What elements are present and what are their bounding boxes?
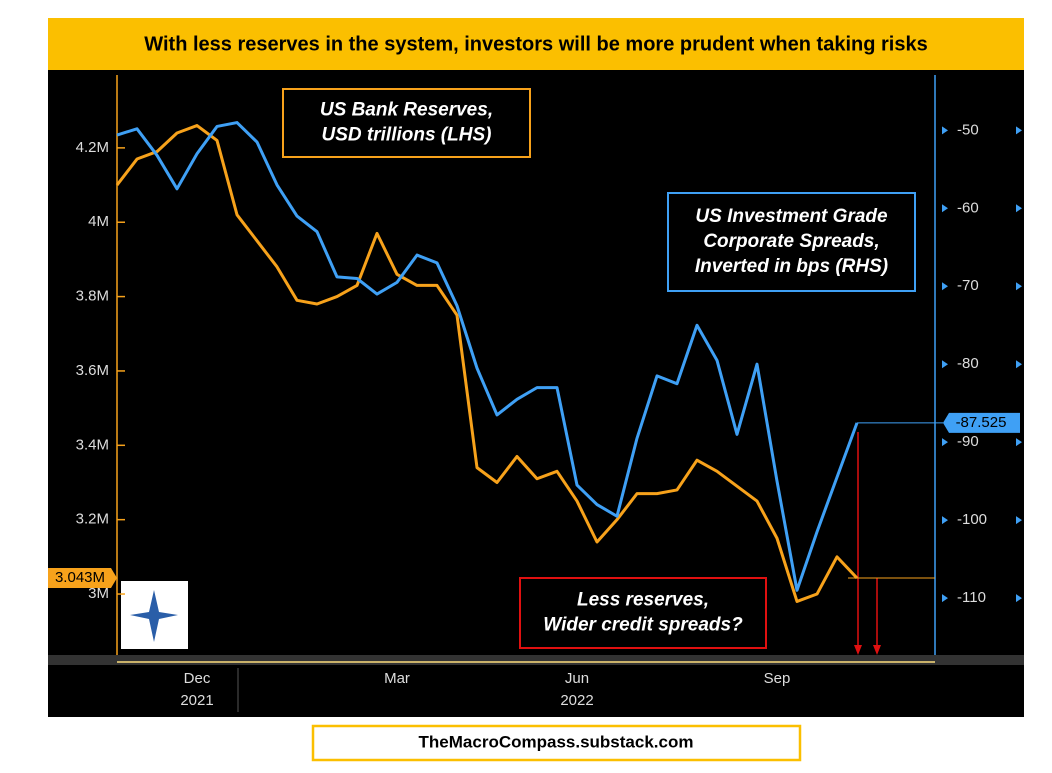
last-value-box xyxy=(48,568,117,589)
y2-tick xyxy=(1016,126,1022,135)
x-tick-label: Jun xyxy=(565,670,589,687)
y2-tick-label: -90 xyxy=(957,433,979,450)
annotation-box xyxy=(519,577,767,649)
y2-tick-label: -50 xyxy=(957,121,979,138)
y2-tick xyxy=(942,594,948,603)
y2-tick-label: -70 xyxy=(957,277,979,294)
y2-tick-label: -100 xyxy=(957,511,987,528)
last-value-box xyxy=(943,412,1020,433)
last-value-label: -87.525 xyxy=(956,414,1007,431)
y-tick-label: 3.2M xyxy=(76,511,109,528)
y-tick-label: 3.4M xyxy=(76,436,109,453)
y2-tick-label: -80 xyxy=(957,355,979,372)
annotation-box xyxy=(282,88,531,158)
annotation-text: US Bank Reserves, xyxy=(320,100,493,121)
annotation-text: USD trillions (LHS) xyxy=(322,125,492,146)
last-value-label: 3.043M xyxy=(55,569,105,586)
y-tick-label: 3.8M xyxy=(76,288,109,305)
y-tick-label: 4M xyxy=(88,213,109,230)
y2-tick xyxy=(1016,438,1022,447)
annotation-box xyxy=(667,192,916,292)
title-box xyxy=(48,18,1024,70)
annotation-text: US Investment Grade xyxy=(695,206,888,227)
y2-tick xyxy=(942,360,948,369)
y2-tick xyxy=(942,126,948,135)
y-tick-label: 4.2M xyxy=(76,139,109,156)
x-tick-label: Mar xyxy=(384,670,410,687)
x-group-label: 2022 xyxy=(560,692,593,709)
logo-star xyxy=(130,590,178,642)
x-tick-label: Sep xyxy=(764,670,791,687)
annotation-text: Wider credit spreads? xyxy=(543,615,743,636)
y2-tick xyxy=(1016,204,1022,213)
chart-title: With less reserves in the system, invest… xyxy=(144,33,927,55)
y2-tick xyxy=(942,204,948,213)
y2-tick xyxy=(942,516,948,525)
footer: TheMacroCompass.substack.com xyxy=(419,732,694,751)
y2-tick-label: -110 xyxy=(957,589,986,606)
y2-tick xyxy=(942,438,948,447)
y-tick-label: 3.6M xyxy=(76,362,109,379)
y2-tick xyxy=(1016,282,1022,291)
x-group-label: 2021 xyxy=(180,692,213,709)
arrow-head xyxy=(854,645,862,655)
footer-box xyxy=(311,724,802,762)
scroll-bar xyxy=(48,655,1024,665)
line-series xyxy=(116,121,859,592)
y-tick-label: 3M xyxy=(88,585,109,602)
annotation-text: Less reserves, xyxy=(577,590,709,611)
annotation-text: Inverted in bps (RHS) xyxy=(695,256,888,277)
y2-tick xyxy=(1016,516,1022,525)
line-series xyxy=(115,124,859,603)
y2-tick xyxy=(1016,594,1022,603)
arrow-head xyxy=(873,645,881,655)
y2-tick-label: -60 xyxy=(957,199,979,216)
annotation-text: Corporate Spreads, xyxy=(703,231,879,252)
y2-tick xyxy=(1016,360,1022,369)
x-tick-label: Dec xyxy=(184,670,211,687)
y2-tick xyxy=(942,282,948,291)
